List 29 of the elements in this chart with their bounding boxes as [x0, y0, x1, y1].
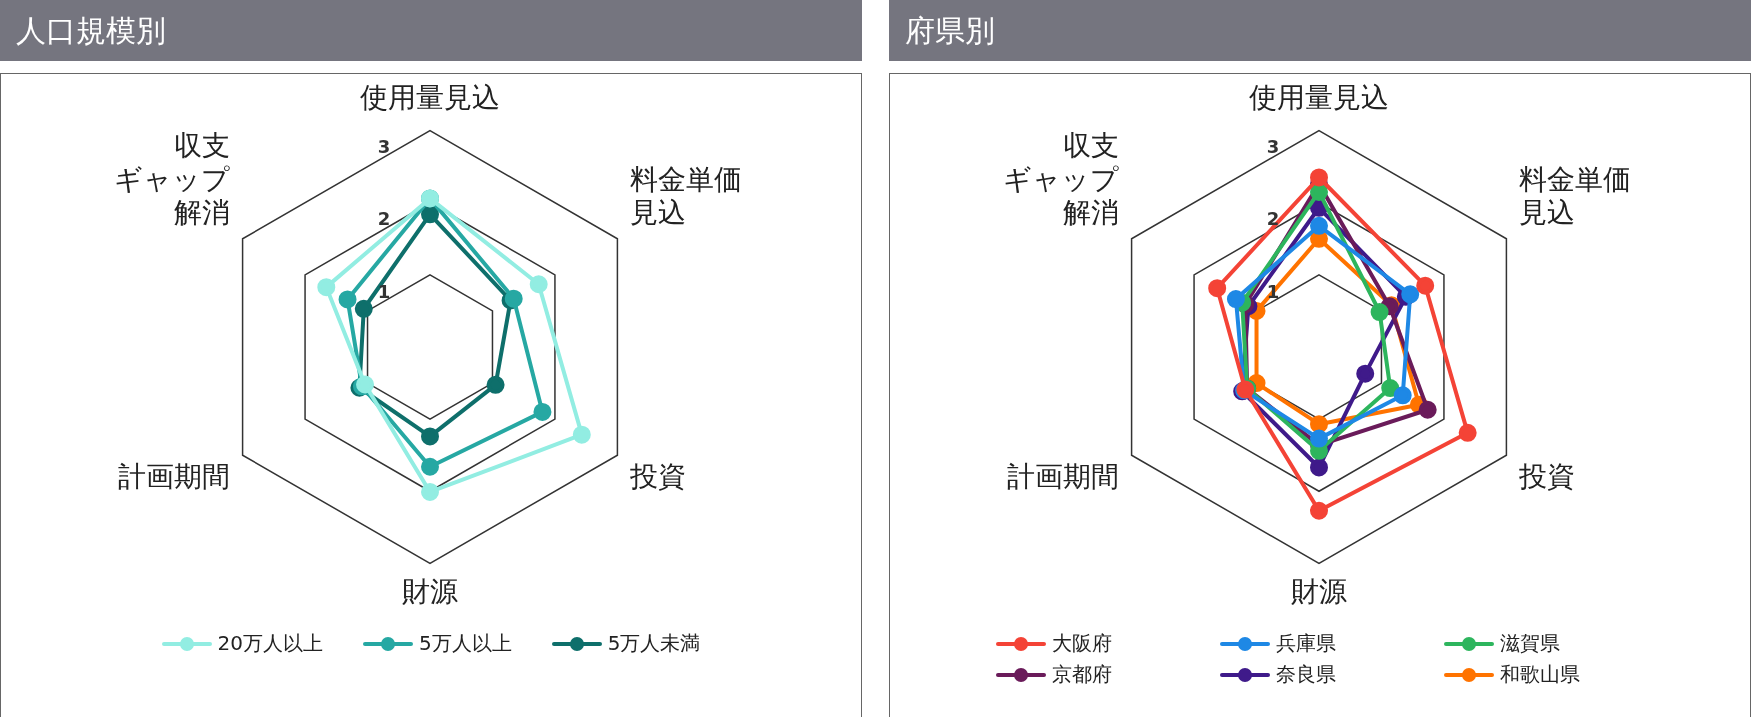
spoke-label: 収支ギャップ解消 [1003, 129, 1120, 230]
spoke-label: 計画期間 [118, 460, 231, 494]
legend-label: 奈良県 [1276, 661, 1336, 688]
legend-label: 滋賀県 [1500, 630, 1560, 657]
legend-label: 20万人以上 [217, 630, 323, 657]
y-tick-label: 1 [377, 280, 391, 302]
spoke-label: 財源 [402, 575, 458, 609]
legend-label: 和歌山県 [1500, 661, 1580, 688]
spoke-label: 料金単価見込 [1518, 162, 1631, 230]
spoke-label: 投資 [628, 460, 686, 494]
spoke-label: 財源 [1291, 575, 1347, 609]
legend-label: 5万人以上 [418, 630, 512, 657]
y-tick-label: 2 [377, 208, 391, 230]
y-tick-label: 2 [1266, 208, 1280, 230]
chart-title: 府県別 [889, 0, 1751, 61]
y-tick-label: 1 [1266, 280, 1280, 302]
chart-title: 人口規模別 [0, 0, 862, 61]
legend-label: 京都府 [1052, 661, 1112, 688]
spoke-label: 計画期間 [1007, 460, 1120, 494]
spoke-label: 料金単価見込 [629, 162, 742, 230]
y-tick-label: 3 [1266, 136, 1280, 158]
spoke-label: 使用量見込 [360, 81, 500, 115]
spoke-label: 投資 [1517, 460, 1575, 494]
spoke-label: 収支ギャップ解消 [114, 129, 231, 230]
legend-label: 5万人未満 [607, 630, 701, 657]
spoke-label: 使用量見込 [1249, 81, 1389, 115]
legend-label: 兵庫県 [1276, 630, 1336, 657]
y-tick-label: 3 [377, 136, 391, 158]
legend-label: 大阪府 [1052, 630, 1112, 657]
